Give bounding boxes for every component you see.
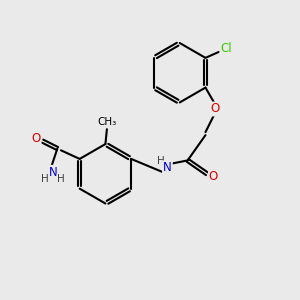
Text: CH₃: CH₃ xyxy=(97,117,116,127)
Text: H: H xyxy=(157,156,165,166)
Text: H: H xyxy=(57,174,65,184)
Text: O: O xyxy=(209,170,218,183)
Text: O: O xyxy=(32,132,40,145)
Text: N: N xyxy=(49,166,58,179)
Text: Cl: Cl xyxy=(220,42,232,56)
Text: N: N xyxy=(163,161,172,174)
Text: H: H xyxy=(41,174,49,184)
Text: O: O xyxy=(210,103,220,116)
